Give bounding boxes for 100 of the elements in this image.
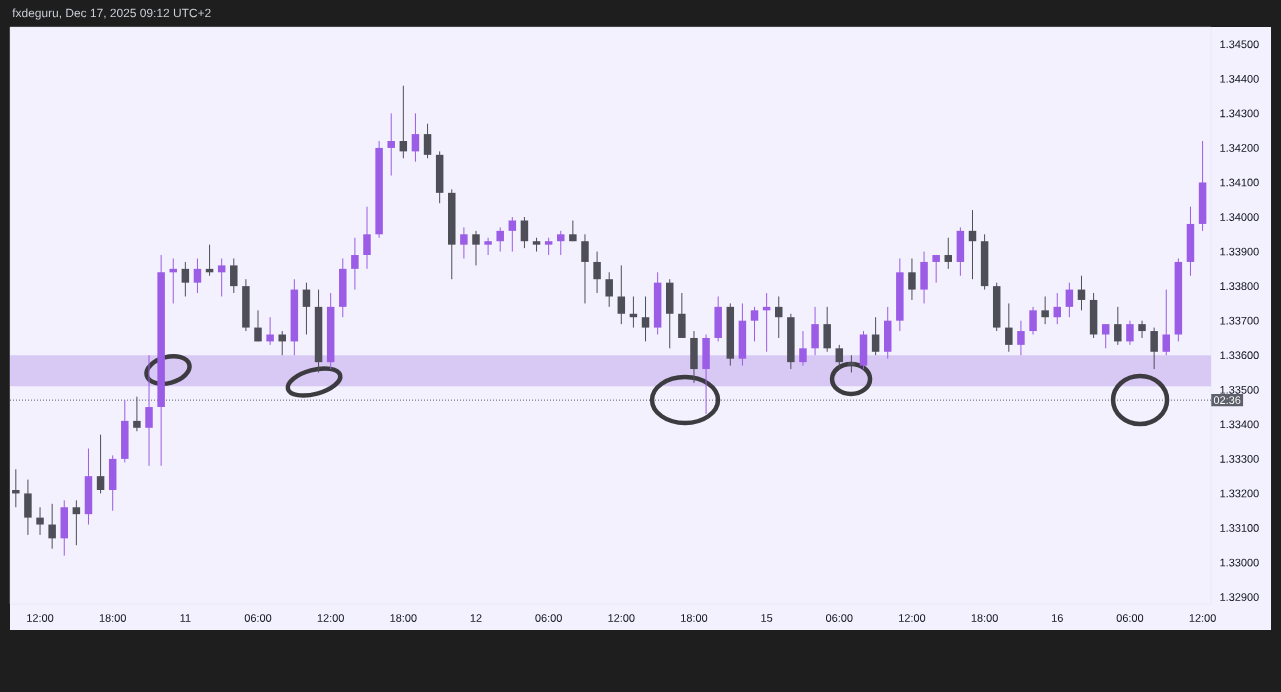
y-tick-label: 1.34300 (1220, 109, 1259, 118)
x-tick-label: 12:00 (1189, 614, 1216, 622)
candlestick (1198, 140, 1207, 232)
candlestick (108, 454, 117, 512)
candlestick (72, 499, 81, 546)
candlestick (193, 257, 202, 294)
text: fxdeguru, Dec 17, 2025 09:12 UTC+2 (12, 8, 211, 20)
x-tick-label: 11 (180, 614, 191, 622)
x-tick-label: 18:00 (971, 614, 998, 622)
x-tick-label: 06:00 (825, 614, 853, 622)
y-tick-label: 1.32900 (1220, 593, 1259, 601)
candlestick (36, 506, 44, 536)
x-tick-label: 18:00 (681, 614, 708, 622)
candlestick (811, 306, 819, 356)
candlestick (1017, 320, 1025, 356)
candlestick (617, 264, 626, 325)
candlestick (375, 140, 383, 239)
candlestick (1126, 320, 1134, 346)
y-tick-label: 1.34200 (1220, 144, 1259, 152)
candlestick (387, 112, 395, 177)
candlestick (932, 254, 940, 284)
candlestick (823, 306, 831, 353)
candlestick (1186, 206, 1195, 277)
candlestick (653, 271, 662, 335)
y-tick-label: 1.34100 (1220, 178, 1259, 187)
candlestick (254, 309, 262, 342)
candlestick (569, 219, 577, 242)
y-tick-label: 1.33300 (1220, 455, 1259, 463)
candlestick (169, 257, 177, 304)
x-tick-label: 12 (470, 614, 482, 622)
candlestick (678, 292, 686, 339)
candlestick (363, 206, 371, 270)
candlestick (121, 399, 129, 463)
candlestick (435, 150, 444, 204)
candlestick (1041, 296, 1049, 325)
candlestick (314, 289, 323, 374)
candlestick (96, 434, 105, 494)
candlestick (1101, 323, 1110, 349)
x-tick-label: 18:00 (99, 614, 126, 622)
candlestick (448, 188, 456, 280)
candlestick (302, 282, 311, 335)
y-tick-label: 1.33000 (1220, 558, 1259, 567)
y-tick-label: 1.34500 (1220, 40, 1259, 49)
candlestick (1150, 327, 1158, 370)
x-tick-label: 06:00 (535, 614, 562, 622)
x-tick-label: 18:00 (390, 614, 417, 622)
candlestick (157, 254, 165, 467)
x-tick-label: 12:00 (608, 614, 635, 622)
y-tick-label: 1.33100 (1220, 524, 1259, 532)
x-tick-label: 06:00 (244, 614, 272, 622)
candlestick (702, 334, 710, 415)
candlestick (581, 233, 589, 304)
candlestick (557, 230, 565, 256)
candlestick (48, 503, 56, 550)
candlestick (230, 257, 238, 294)
candlestick (956, 226, 965, 277)
candlestick (641, 296, 650, 342)
candlestick (908, 257, 916, 301)
candlestick (423, 123, 432, 159)
candlestick (351, 237, 359, 291)
candlestick (944, 237, 953, 270)
candlestick (1077, 275, 1086, 311)
x-tick-label: 15 (761, 614, 773, 622)
candlestick (1174, 257, 1183, 342)
candlestick (980, 233, 989, 291)
y-tick-label: 1.33800 (1220, 282, 1259, 291)
x-tick-label: 12:00 (899, 614, 926, 622)
candlestick (799, 330, 807, 367)
candlestick (217, 257, 226, 297)
candlestick (714, 296, 722, 342)
candlestick (145, 354, 153, 467)
y-tick-label: 1.33200 (1220, 489, 1259, 498)
candlestick (1005, 302, 1013, 353)
candlestick (326, 292, 335, 370)
y-tick-label: 1.33900 (1220, 247, 1259, 256)
candlestick (859, 330, 868, 370)
candlestick (84, 448, 93, 526)
candlestick (992, 282, 1001, 332)
candlestick (12, 468, 20, 508)
candlestick (774, 296, 783, 339)
candlestick (278, 330, 286, 356)
x-tick-label: 12:00 (317, 614, 344, 622)
x-tick-label: 12:00 (27, 614, 54, 622)
candlestick (181, 261, 190, 297)
candlestick (484, 237, 492, 256)
candlestick (242, 278, 250, 332)
candlestick (1114, 306, 1122, 346)
candlestick (1029, 306, 1037, 335)
candlestick (460, 226, 468, 259)
candlestick (411, 112, 420, 163)
candlestick (726, 302, 735, 367)
candlestick (508, 216, 517, 253)
x-tick-label: 16 (1052, 614, 1063, 622)
candlestick (787, 313, 795, 370)
candlestick (738, 302, 747, 367)
candlestick (1162, 289, 1170, 356)
candlestick (266, 316, 274, 346)
candlestick (835, 344, 844, 370)
candlestick (472, 230, 480, 266)
candlestick (666, 278, 674, 349)
